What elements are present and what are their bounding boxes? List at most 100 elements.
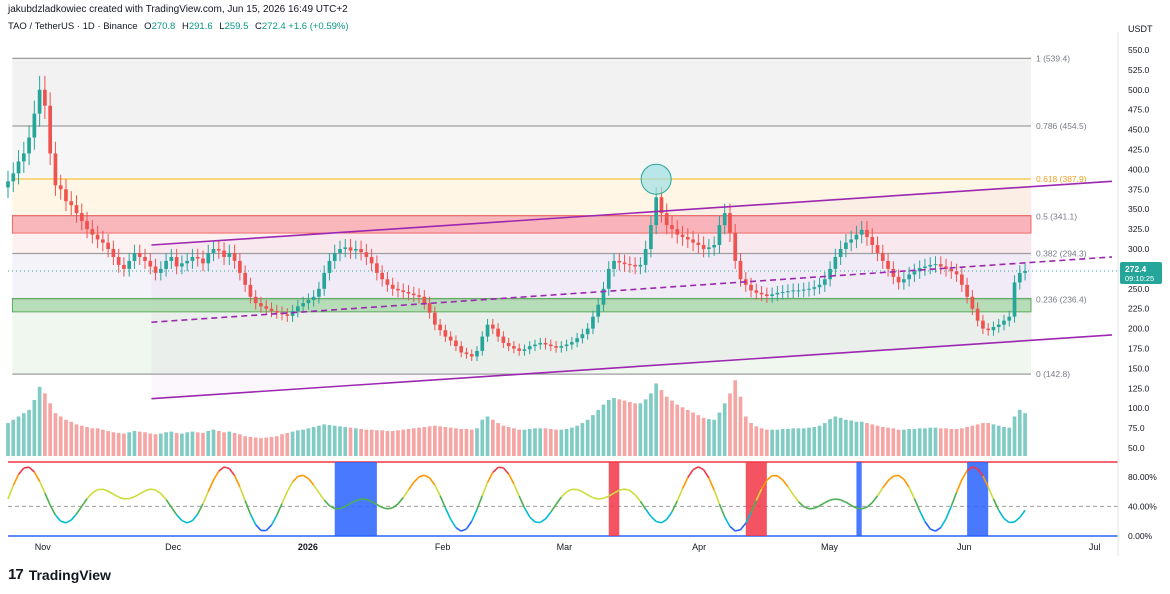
- volume-bar-186: [986, 423, 991, 456]
- osc-segment-25: [139, 490, 146, 495]
- volume-bar-83: [443, 427, 448, 456]
- volume-bar-7: [43, 393, 47, 456]
- osc-segment-74: [397, 497, 404, 505]
- osc-segment-18: [102, 488, 109, 492]
- osc-segment-116: [619, 488, 625, 492]
- volume-bar-47: [253, 437, 258, 456]
- time-tick-5: Apr: [692, 542, 706, 552]
- tradingview-logo[interactable]: 17 TradingView: [8, 566, 111, 583]
- volume-bar-187: [991, 424, 996, 456]
- volume-bar-12: [69, 421, 74, 456]
- volume-bar-138: [733, 380, 738, 456]
- candle-body-108: [575, 338, 579, 343]
- osc-segment-28: [155, 489, 162, 495]
- candle-body-126: [670, 225, 674, 230]
- osc-segment-80: [428, 477, 436, 486]
- osc-segment-125: [666, 511, 673, 520]
- volume-bar-58: [311, 427, 316, 456]
- volume-bar-67: [359, 428, 363, 456]
- osc-segment-9: [54, 514, 62, 522]
- osc-segment-23: [128, 496, 135, 500]
- osc-segment-115: [613, 489, 620, 494]
- volume-bar-32: [174, 432, 179, 456]
- osc-segment-81: [434, 484, 441, 497]
- candle-body-192: [1017, 272, 1022, 283]
- candle-body-148: [786, 291, 790, 293]
- candle-body-128: [680, 234, 685, 238]
- current-price-value: 272.4: [1125, 264, 1147, 274]
- volume-bar-152: [807, 427, 811, 456]
- candle-body-165: [875, 245, 880, 253]
- candle-body-187: [991, 327, 996, 331]
- volume-bar-54: [290, 431, 295, 456]
- osc-segment-95: [507, 473, 515, 485]
- osc-segment-156: [829, 498, 836, 501]
- highlight-circle: [640, 163, 672, 195]
- osc-segment-131: [697, 466, 704, 471]
- candle-body-92: [490, 324, 495, 329]
- symbol-name[interactable]: TAO / TetherUS · 1D · Binance: [8, 21, 138, 32]
- volume-bar-85: [454, 428, 458, 456]
- volume-bar-96: [512, 428, 516, 456]
- volume-bar-101: [538, 428, 543, 456]
- volume-bar-75: [401, 429, 406, 456]
- candle-body-74: [396, 288, 400, 291]
- osc-segment-60: [323, 499, 331, 507]
- candle-body-87: [464, 352, 469, 355]
- time-tick-4: Mar: [557, 542, 573, 552]
- osc-segment-105: [560, 491, 568, 498]
- osc-segment-121: [644, 508, 652, 517]
- osc-segment-152: [808, 507, 815, 510]
- candle-body-172: [912, 271, 917, 275]
- volume-bar-121: [643, 399, 648, 456]
- candle-body-9: [53, 153, 58, 186]
- osc-segment-133: [708, 477, 715, 491]
- volume-bar-128: [680, 407, 685, 456]
- candle-body-180: [954, 271, 959, 275]
- candle-body-161: [854, 234, 859, 240]
- osc-segment-122: [650, 515, 657, 523]
- osc-segment-4: [28, 466, 35, 473]
- candle-body-147: [780, 291, 785, 293]
- osc-segment-89: [476, 495, 484, 510]
- volume-bar-4: [27, 409, 31, 456]
- osc-segment-114: [608, 492, 615, 497]
- channel-line-solid-0: [151, 180, 1113, 246]
- candle-body-164: [870, 237, 875, 246]
- osc-segment-43: [233, 475, 241, 488]
- volume-bar-77: [411, 428, 416, 456]
- candle-body-185: [981, 320, 985, 329]
- candle-body-107: [570, 342, 574, 345]
- osc-segment-14: [81, 498, 88, 507]
- candle-body-64: [343, 247, 348, 249]
- osc-segment-140: [745, 512, 752, 524]
- candle-body-136: [722, 213, 727, 226]
- candle-body-109: [580, 334, 585, 339]
- candle-body-65: [348, 247, 353, 251]
- price-tick-5: 425.0: [1128, 144, 1150, 154]
- candle-body-6: [37, 89, 42, 114]
- symbol-legend[interactable]: TAO / TetherUS · 1D · Binance O270.8 H29…: [8, 21, 349, 32]
- volume-bar-104: [554, 429, 558, 456]
- osc-segment-58: [312, 484, 320, 494]
- osc-segment-104: [555, 496, 562, 505]
- highlight-marker: [640, 163, 672, 195]
- osc-segment-75: [402, 489, 410, 499]
- osc-segment-49: [265, 524, 273, 532]
- tradingview-wordmark: TradingView: [28, 566, 111, 583]
- volume-bar-55: [295, 430, 300, 456]
- osc-segment-27: [150, 488, 156, 491]
- volume-bar-43: [232, 432, 237, 456]
- osc-block-3: [856, 462, 862, 536]
- osc-segment-108: [576, 488, 583, 493]
- volume-bar-48: [259, 438, 263, 456]
- candle-body-25: [137, 252, 142, 257]
- volume-bar-81: [433, 425, 437, 456]
- volume-bar-142: [754, 426, 759, 456]
- osc-segment-84: [449, 518, 457, 529]
- osc-segment-13: [75, 505, 83, 515]
- volume-bar-167: [886, 427, 890, 456]
- candle-body-33: [180, 263, 184, 267]
- osc-segment-144: [766, 475, 773, 481]
